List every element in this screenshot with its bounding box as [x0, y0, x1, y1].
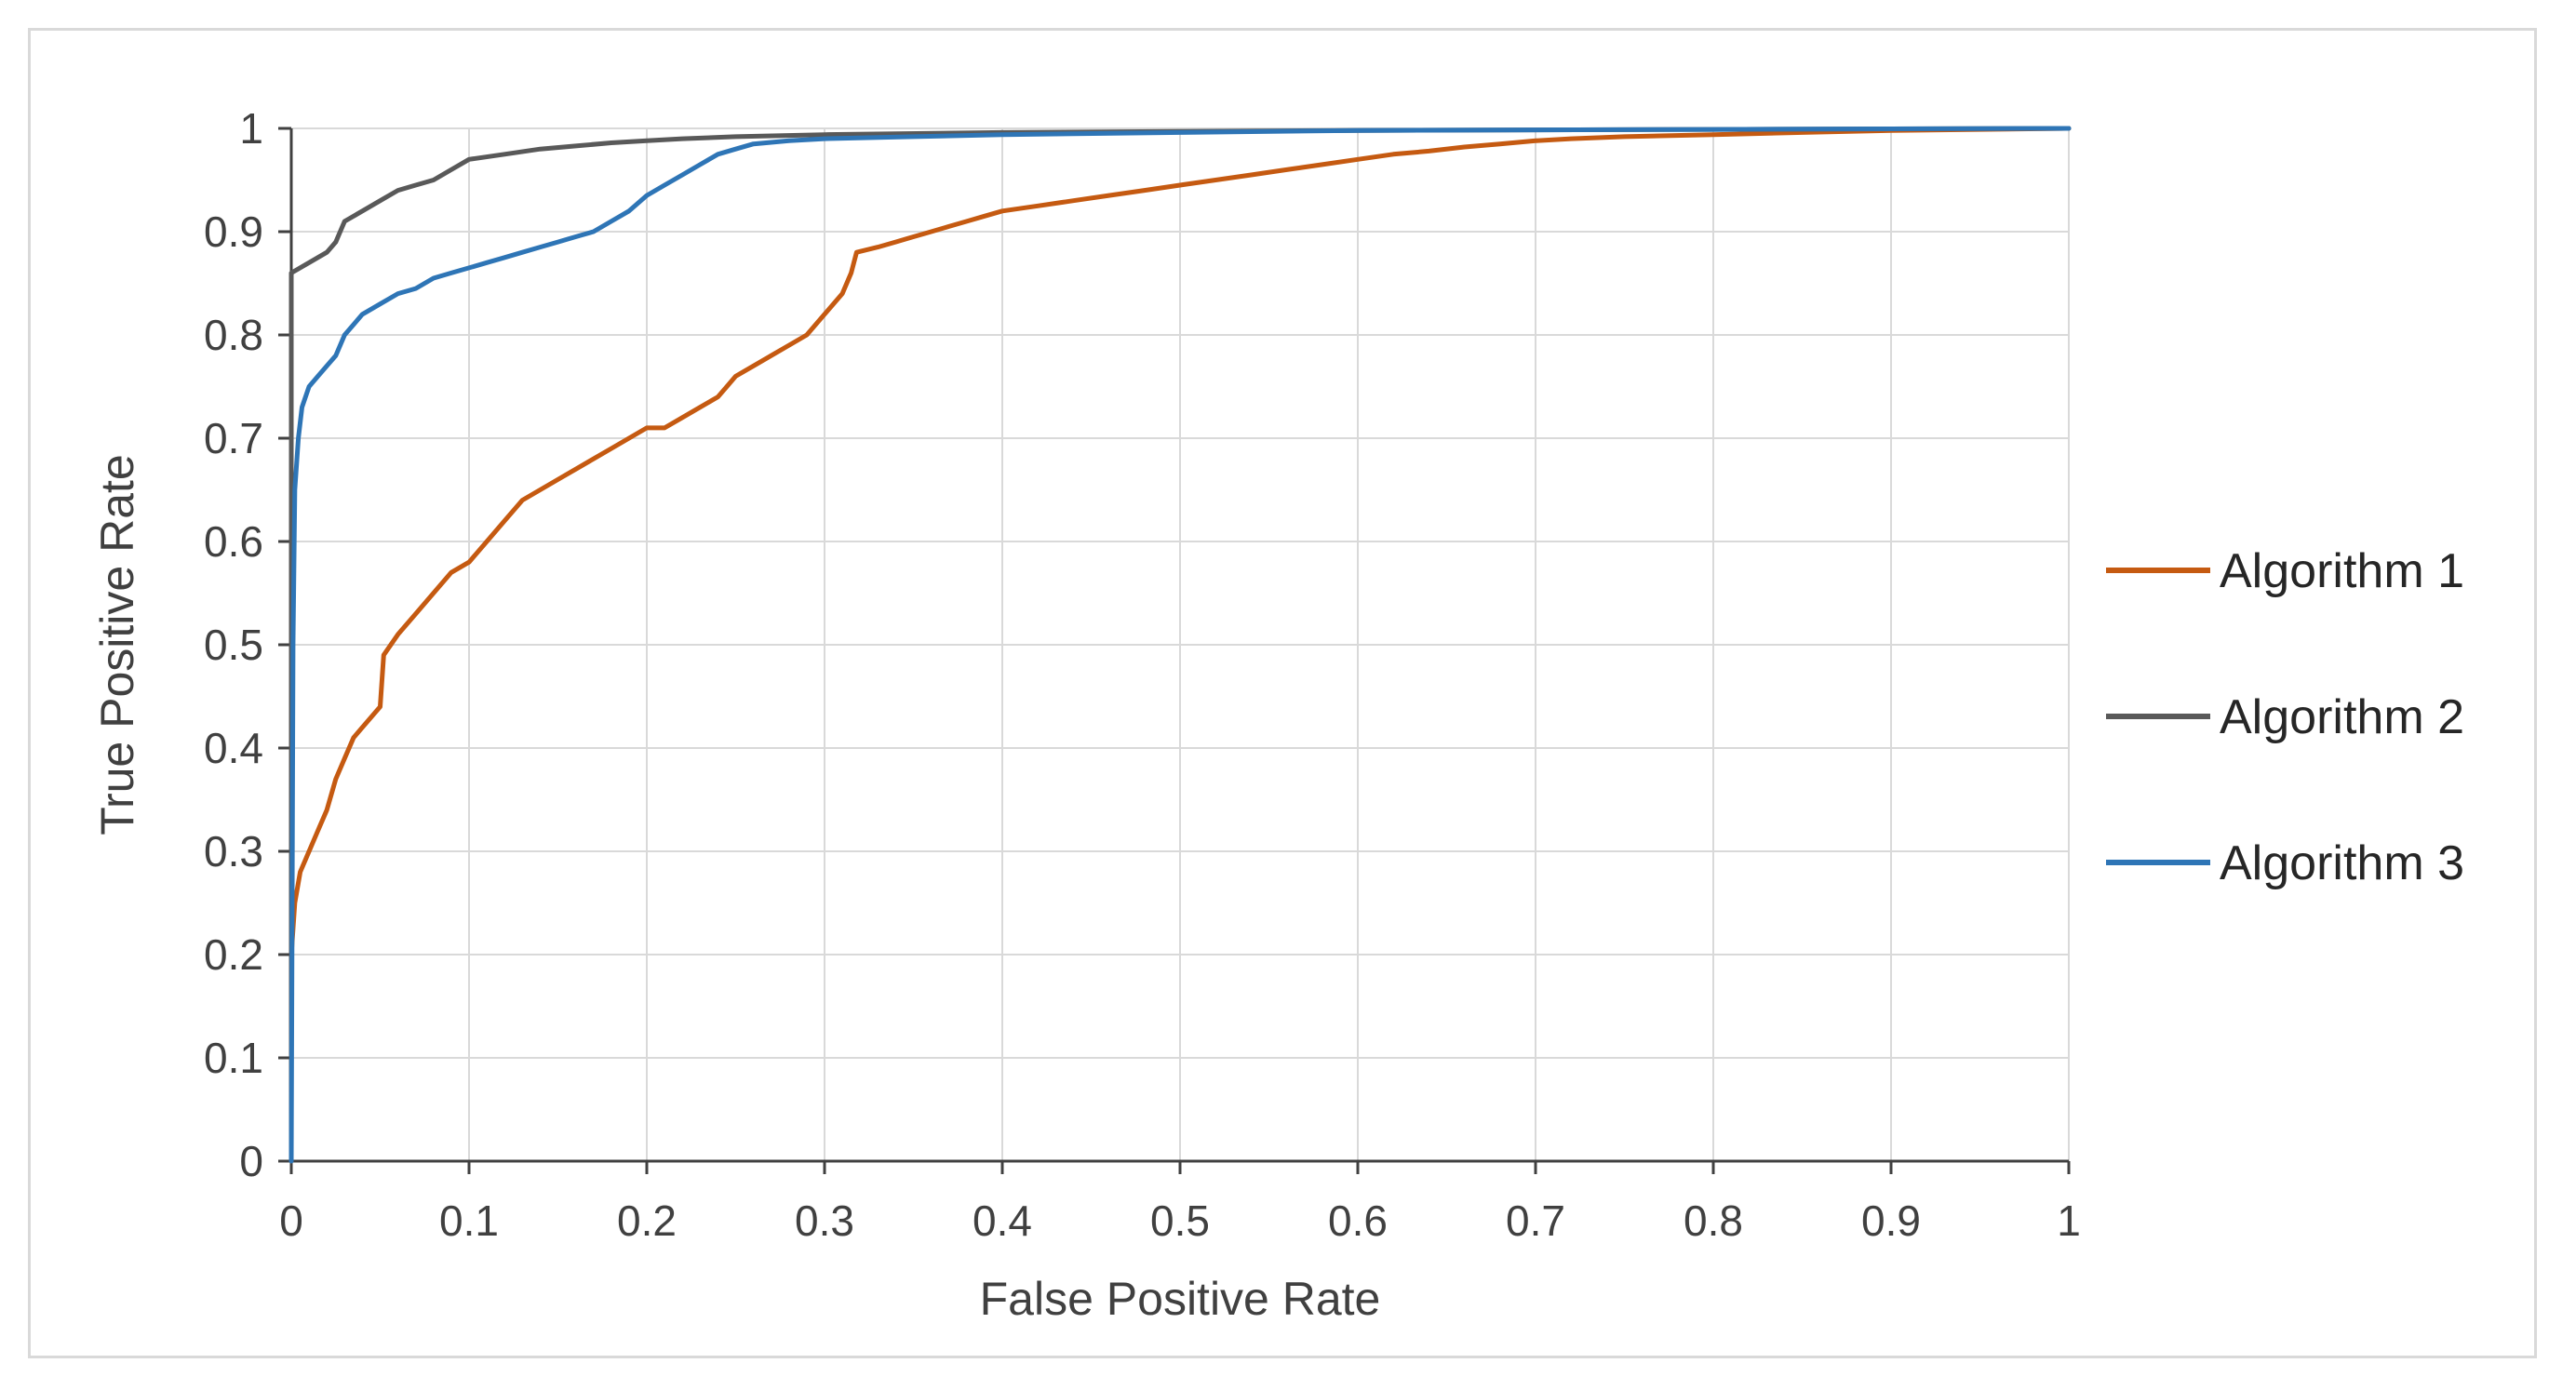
x-tick-label: 0.9: [1861, 1196, 1921, 1245]
chart-frame: 0 0.1 0.2 0.3 0.4 0.5 0.6 0.7 0.8 0.9 1 0 0.1 0.2 0.3 0…: [28, 28, 2537, 1358]
series-line-algorithm-1: [288, 126, 2072, 957]
axes: [278, 127, 2071, 1174]
x-tick-label: 0: [279, 1196, 303, 1245]
x-tick-label: 0.7: [1506, 1196, 1565, 1245]
series-line-algorithm-3: [288, 126, 2072, 1164]
y-tick-label: 0.6: [204, 517, 263, 566]
y-tick-label: 0.1: [204, 1034, 263, 1082]
x-tick-label: 1: [2057, 1196, 2081, 1245]
x-axis-title: False Positive Rate: [980, 1273, 1381, 1325]
y-tick-label: 1: [239, 104, 263, 153]
x-tick-label: 0.1: [439, 1196, 499, 1245]
x-tick-label: 0.6: [1328, 1196, 1388, 1245]
tick-labels: 0 0.1 0.2 0.3 0.4 0.5 0.6 0.7 0.8 0.9 1 0 0.1 0.2 0.3 0…: [204, 104, 2081, 1245]
x-tick-label: 0.4: [973, 1196, 1032, 1245]
grid-lines: [291, 127, 2070, 1161]
y-tick-label: 0.7: [204, 414, 263, 462]
legend-label: Algorithm 2: [2220, 690, 2464, 744]
y-tick-label: 0.2: [204, 930, 263, 979]
roc-chart: 0 0.1 0.2 0.3 0.4 0.5 0.6 0.7 0.8 0.9 1 0 0.1 0.2 0.3 0…: [91, 104, 2464, 1325]
y-tick-label: 0.9: [204, 207, 263, 256]
legend-label: Algorithm 3: [2220, 836, 2464, 890]
y-tick-label: 0.5: [204, 621, 263, 669]
legend-label: Algorithm 1: [2220, 544, 2464, 598]
series-line-algorithm-2: [288, 126, 2072, 1164]
y-tick-label: 0: [239, 1137, 263, 1185]
y-tick-label: 0.8: [204, 311, 263, 359]
y-axis-title: True Positive Rate: [91, 454, 143, 835]
x-tick-label: 0.8: [1684, 1196, 1743, 1245]
x-tick-label: 0.3: [795, 1196, 854, 1245]
series-lines: [288, 126, 2072, 1164]
legend: Algorithm 1 Algorithm 2 Algorithm 3: [2106, 544, 2464, 890]
y-tick-label: 0.3: [204, 827, 263, 875]
x-tick-label: 0.5: [1150, 1196, 1210, 1245]
y-tick-label: 0.4: [204, 724, 263, 772]
x-tick-label: 0.2: [617, 1196, 677, 1245]
